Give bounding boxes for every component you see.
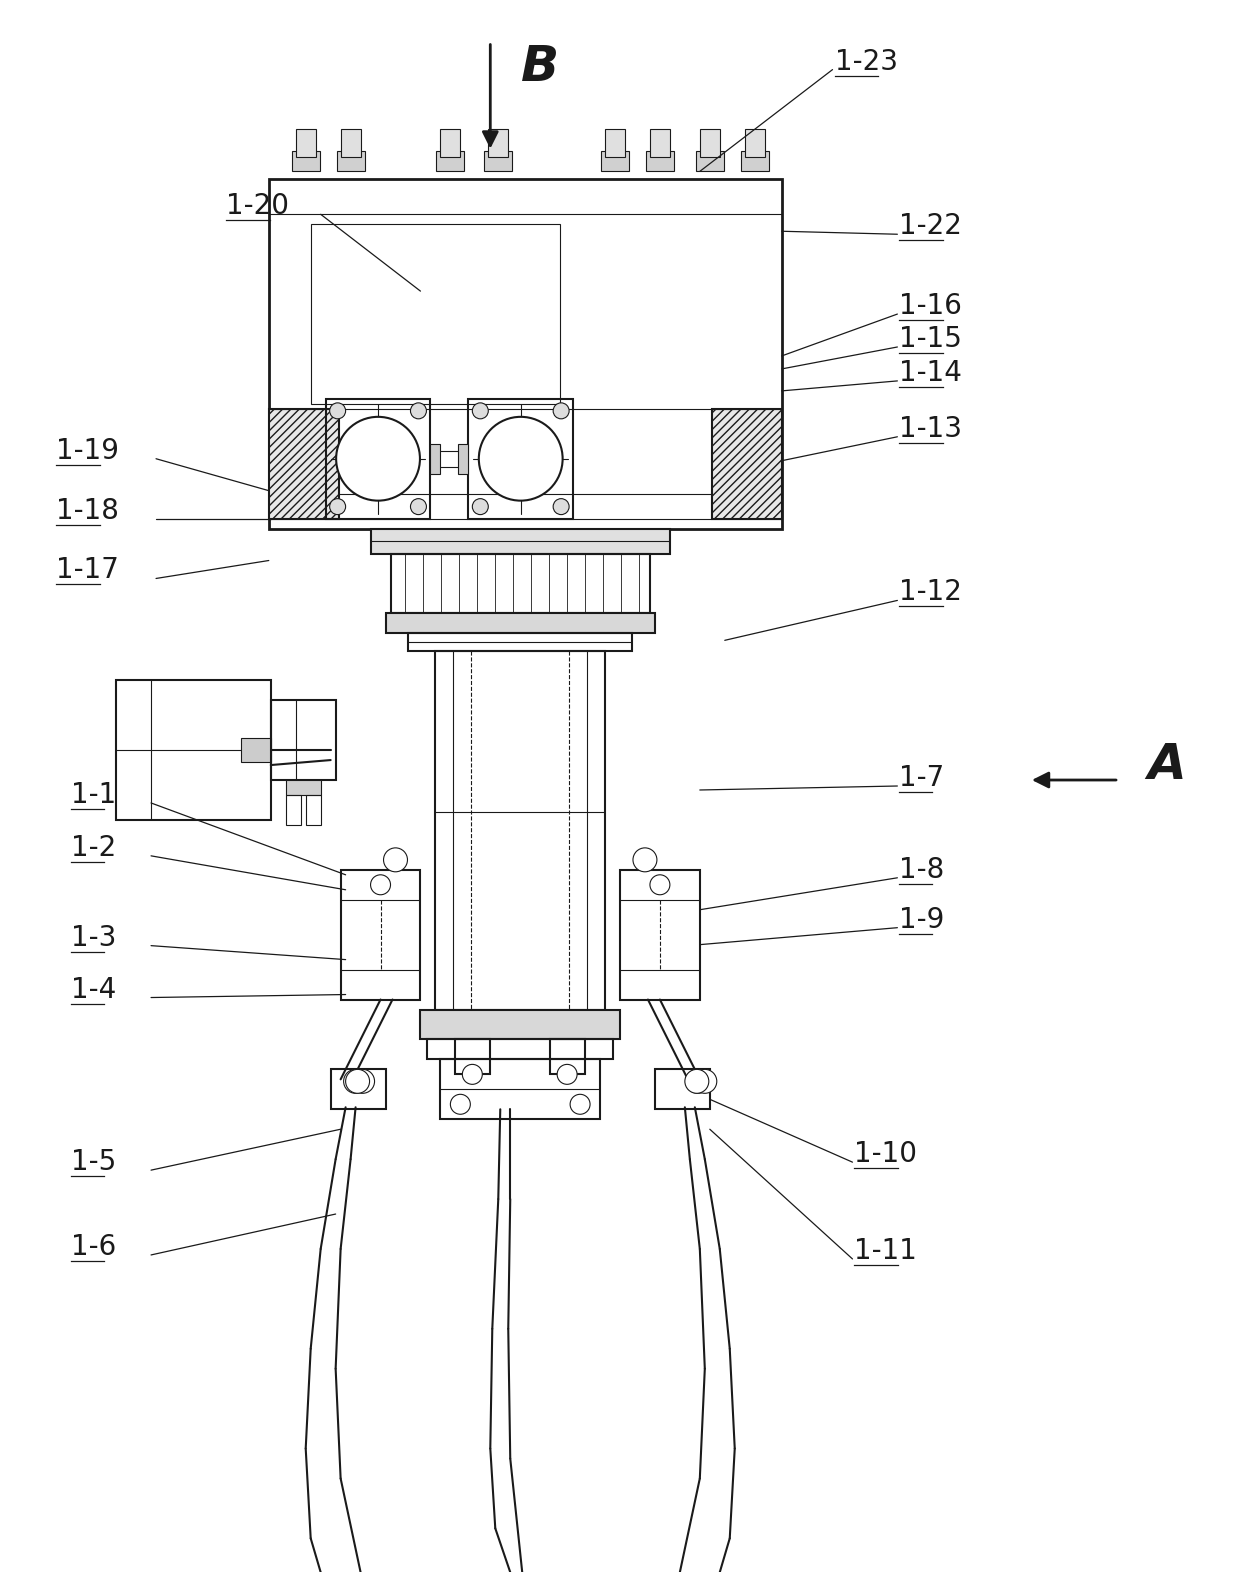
Text: 1-10: 1-10	[854, 1140, 918, 1168]
Bar	[341, 129, 361, 157]
Circle shape	[553, 499, 569, 515]
Bar	[436, 151, 464, 172]
Circle shape	[553, 403, 569, 419]
Bar	[285, 781, 321, 795]
Text: 1-1: 1-1	[71, 781, 117, 809]
Text: 1-17: 1-17	[56, 557, 119, 584]
Bar	[455, 1039, 490, 1075]
Text: 1-23: 1-23	[835, 47, 898, 76]
Text: 1-14: 1-14	[899, 359, 962, 387]
Bar	[420, 1009, 620, 1039]
Text: 1-22: 1-22	[899, 212, 962, 241]
Bar	[435, 652, 605, 1009]
Bar	[601, 151, 629, 172]
Bar	[655, 1069, 709, 1110]
Text: 1-7: 1-7	[899, 763, 945, 792]
Text: 1-8: 1-8	[899, 856, 945, 885]
Bar	[489, 129, 508, 157]
Bar	[270, 700, 336, 781]
Circle shape	[410, 499, 427, 515]
Bar	[646, 151, 673, 172]
Bar	[408, 633, 632, 652]
Text: 1-2: 1-2	[71, 834, 117, 863]
Text: A: A	[1147, 741, 1187, 789]
Circle shape	[650, 875, 670, 894]
Circle shape	[472, 403, 489, 419]
Bar	[326, 398, 430, 518]
Text: 1-5: 1-5	[71, 1147, 117, 1176]
Circle shape	[343, 1069, 367, 1094]
Circle shape	[570, 1094, 590, 1114]
Bar	[341, 870, 420, 999]
Bar	[311, 224, 560, 405]
Bar	[386, 614, 655, 633]
Bar	[699, 129, 719, 157]
Bar	[440, 129, 460, 157]
Text: 1-15: 1-15	[899, 324, 962, 353]
Bar	[712, 409, 781, 518]
Text: 1-9: 1-9	[899, 905, 945, 933]
Bar	[371, 529, 670, 554]
Text: 1-11: 1-11	[854, 1237, 918, 1265]
Bar	[306, 795, 321, 825]
Bar	[117, 680, 270, 820]
Text: 1-4: 1-4	[71, 976, 117, 1004]
Circle shape	[479, 417, 563, 501]
Bar	[241, 738, 270, 762]
Bar	[336, 151, 365, 172]
Bar	[740, 151, 769, 172]
Bar	[605, 129, 625, 157]
Bar	[430, 444, 440, 474]
Bar	[459, 444, 469, 474]
Bar	[469, 398, 573, 518]
Bar	[440, 1059, 600, 1119]
Circle shape	[632, 848, 657, 872]
Bar	[696, 151, 724, 172]
Circle shape	[346, 1069, 370, 1094]
Bar	[269, 409, 339, 518]
Bar	[269, 179, 781, 529]
Text: 1-3: 1-3	[71, 924, 117, 952]
Bar	[295, 129, 316, 157]
Bar	[745, 129, 765, 157]
Bar	[650, 129, 670, 157]
Circle shape	[383, 848, 408, 872]
Text: 1-19: 1-19	[56, 436, 119, 464]
Bar	[391, 554, 650, 614]
Circle shape	[557, 1064, 577, 1084]
Text: 1-6: 1-6	[71, 1232, 117, 1261]
Text: 1-16: 1-16	[899, 293, 962, 320]
Circle shape	[463, 1064, 482, 1084]
Text: 1-20: 1-20	[226, 192, 289, 220]
Bar	[291, 151, 320, 172]
Circle shape	[371, 875, 391, 894]
Circle shape	[472, 499, 489, 515]
Text: 1-13: 1-13	[899, 416, 962, 442]
Circle shape	[351, 1069, 374, 1094]
Circle shape	[686, 1069, 709, 1094]
Bar	[285, 795, 301, 825]
Text: 1-18: 1-18	[56, 497, 119, 524]
Circle shape	[330, 403, 346, 419]
Bar	[485, 151, 512, 172]
Bar	[620, 870, 699, 999]
Bar	[428, 1039, 613, 1059]
Circle shape	[410, 403, 427, 419]
Circle shape	[693, 1069, 717, 1094]
Circle shape	[336, 417, 420, 501]
Bar	[331, 1069, 386, 1110]
Bar	[551, 1039, 585, 1075]
Text: B: B	[521, 42, 559, 91]
Circle shape	[450, 1094, 470, 1114]
Circle shape	[330, 499, 346, 515]
Circle shape	[684, 1069, 709, 1094]
Text: 1-12: 1-12	[899, 578, 962, 606]
